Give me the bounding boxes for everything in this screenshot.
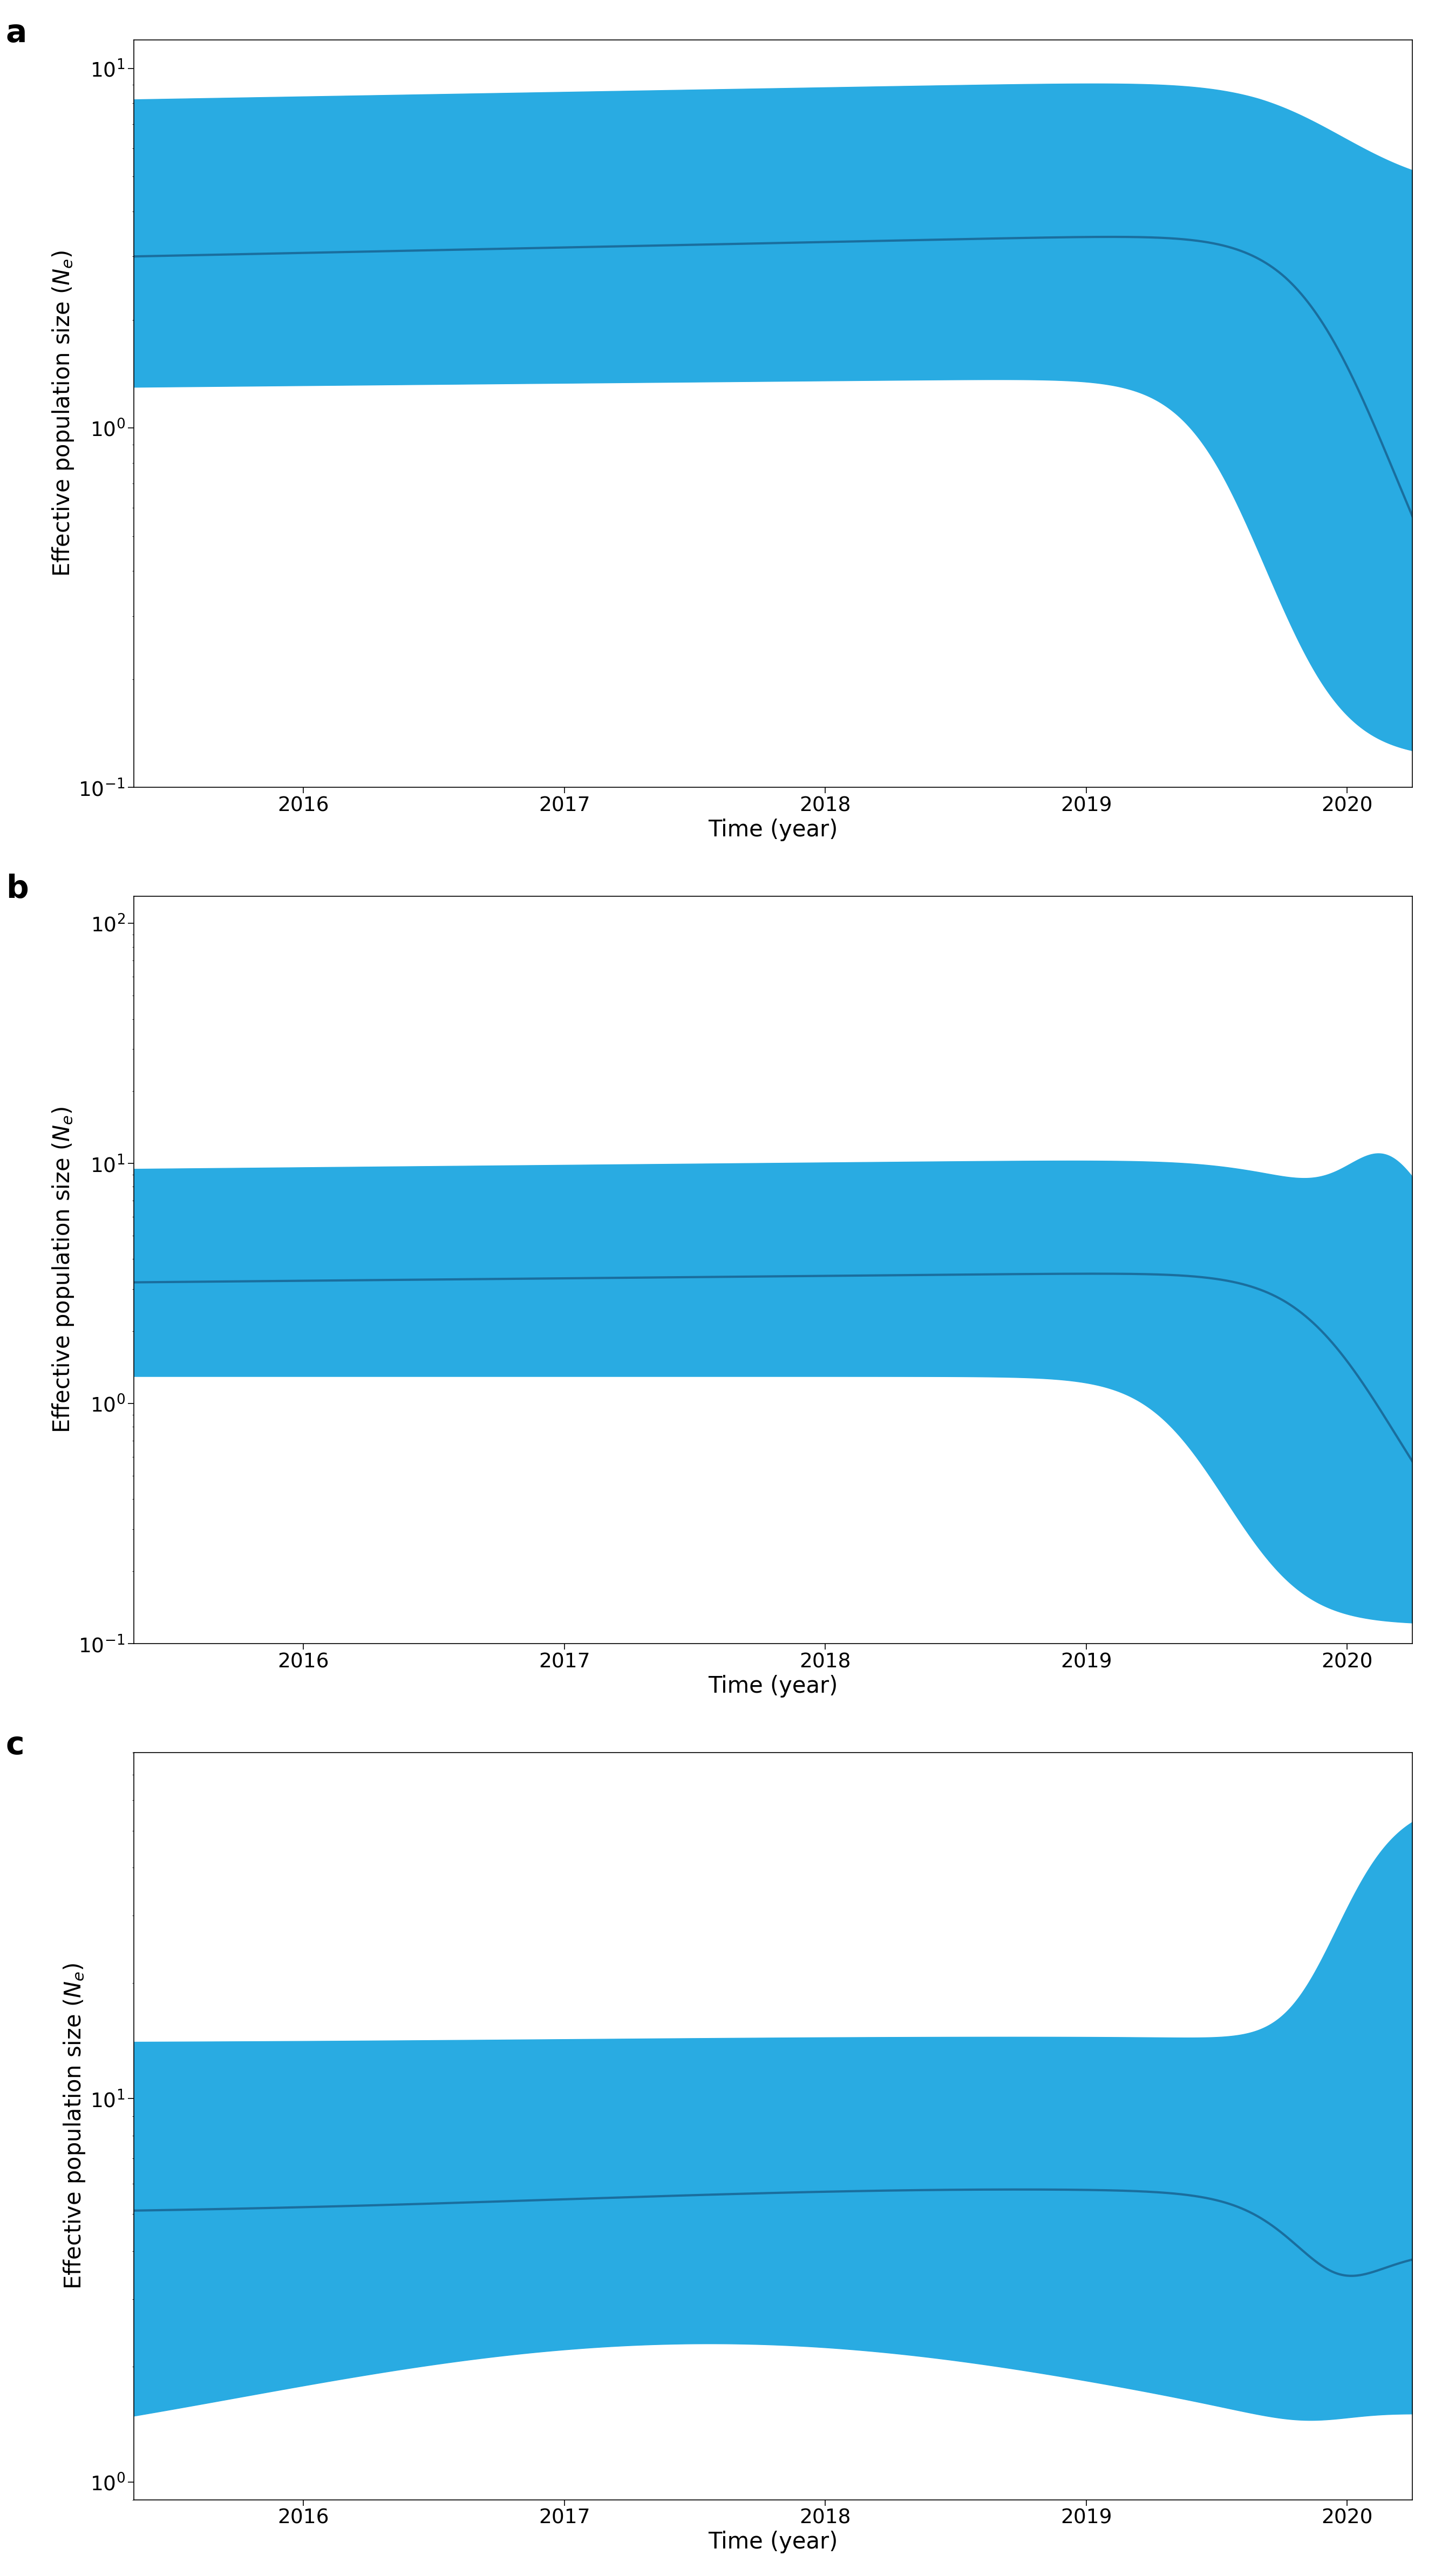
Y-axis label: Effective population size ($\mathit{N_e}$): Effective population size ($\mathit{N_e}… — [50, 1108, 76, 1432]
Y-axis label: Effective population size ($\mathit{N_e}$): Effective population size ($\mathit{N_e}… — [50, 250, 76, 577]
X-axis label: Time (year): Time (year) — [709, 2530, 838, 2553]
Text: c: c — [6, 1731, 24, 1759]
X-axis label: Time (year): Time (year) — [709, 1674, 838, 1698]
Text: b: b — [6, 873, 29, 904]
X-axis label: Time (year): Time (year) — [709, 819, 838, 842]
Text: a: a — [6, 18, 27, 49]
Y-axis label: Effective population size ($\mathit{N_e}$): Effective population size ($\mathit{N_e}… — [62, 1963, 88, 2290]
